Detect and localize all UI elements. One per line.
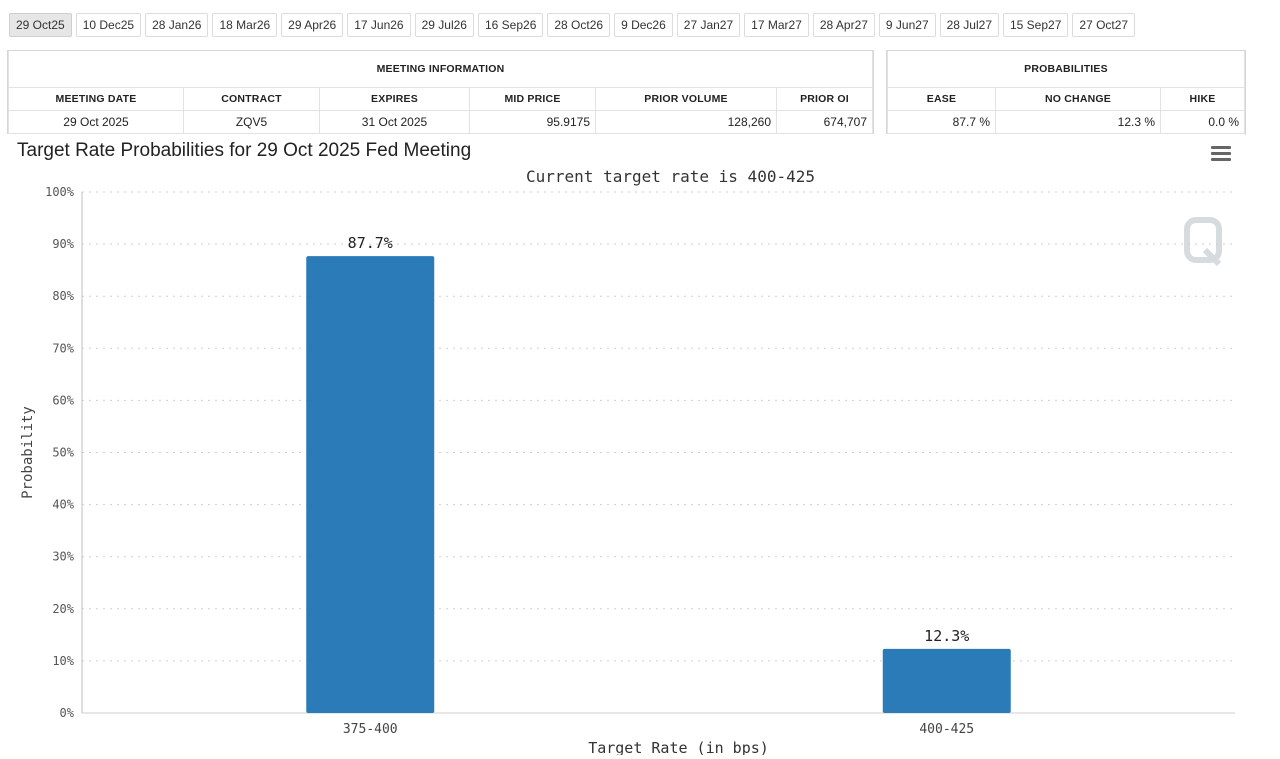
date-tab[interactable]: 28 Oct26 — [547, 13, 611, 37]
meeting-information-panel: MEETING INFORMATION MEETING DATE CONTRAC… — [7, 50, 874, 135]
contract-header: CONTRACT — [183, 87, 320, 111]
data-label: 87.7% — [348, 234, 393, 252]
x-axis-title: Target Rate (in bps) — [588, 739, 769, 755]
ease-value: 87.7 % — [887, 110, 996, 134]
y-tick-label: 80% — [52, 289, 74, 303]
date-tab[interactable]: 9 Dec26 — [614, 13, 673, 37]
prior-volume-header: PRIOR VOLUME — [595, 87, 777, 111]
expires-value: 31 Oct 2025 — [319, 110, 470, 134]
date-tab[interactable]: 10 Dec25 — [75, 13, 142, 37]
probabilities-panel: PROBABILITIES EASE NO CHANGE HIKE 87.7 %… — [886, 50, 1246, 135]
no-change-value: 12.3 % — [995, 110, 1161, 134]
hike-header: HIKE — [1160, 87, 1245, 111]
prior-oi-header: PRIOR OI — [776, 87, 873, 111]
y-axis-title: Probability — [20, 406, 36, 499]
meeting-date-header: MEETING DATE — [8, 87, 184, 111]
meeting-date-value: 29 Oct 2025 — [8, 110, 184, 134]
date-tab[interactable]: 28 Jan26 — [145, 13, 209, 37]
data-label: 12.3% — [924, 627, 969, 645]
chart-title: Target Rate Probabilities for 29 Oct 202… — [17, 140, 472, 161]
chart-subtitle: Current target rate is 400-425 — [526, 167, 815, 186]
date-tab[interactable]: 27 Oct27 — [1072, 13, 1136, 37]
y-tick-label: 100% — [45, 185, 75, 199]
q-logo-icon — [1184, 217, 1222, 267]
date-tab[interactable]: 28 Apr27 — [812, 13, 875, 37]
date-tab[interactable]: 27 Jan27 — [676, 13, 741, 37]
date-tab[interactable]: 18 Mar26 — [212, 13, 278, 37]
y-tick-label: 70% — [52, 341, 74, 355]
y-tick-label: 50% — [52, 446, 74, 460]
hike-value: 0.0 % — [1160, 110, 1245, 134]
mid-price-value: 95.9175 — [469, 110, 596, 134]
bar — [306, 256, 435, 713]
meeting-date-tabs: 29 Oct25 10 Dec25 28 Jan26 18 Mar26 29 Apr26… — [9, 13, 1136, 37]
date-tab[interactable]: 28 Jul27 — [939, 13, 999, 37]
date-tab[interactable]: 15 Sep27 — [1003, 13, 1069, 37]
date-tab[interactable]: 29 Oct25 — [9, 13, 72, 37]
meeting-information-title: MEETING INFORMATION — [8, 51, 873, 88]
contract-value: ZQV5 — [183, 110, 320, 134]
date-tab[interactable]: 9 Jun27 — [878, 13, 936, 37]
prior-oi-value: 674,707 — [776, 110, 873, 134]
y-tick-label: 60% — [52, 393, 74, 407]
x-tick-label: 400-425 — [919, 722, 974, 737]
probabilities-title: PROBABILITIES — [887, 51, 1245, 88]
date-tab[interactable]: 17 Mar27 — [744, 13, 809, 37]
no-change-header: NO CHANGE — [995, 87, 1161, 111]
x-tick-label: 375-400 — [343, 722, 398, 737]
y-tick-label: 40% — [52, 498, 74, 512]
y-tick-label: 10% — [52, 654, 74, 668]
date-tab[interactable]: 29 Apr26 — [281, 13, 344, 37]
date-tab[interactable]: 16 Sep26 — [477, 13, 544, 37]
date-tab[interactable]: 29 Jul26 — [414, 13, 474, 37]
ease-header: EASE — [887, 87, 996, 111]
probability-chart: Current target rate is 400-425 0% 10% 20% 30… — [20, 167, 1235, 755]
y-tick-label: 0% — [60, 706, 75, 720]
date-tab[interactable]: 17 Jun26 — [347, 13, 411, 37]
prior-volume-value: 128,260 — [595, 110, 777, 134]
chart-panel: Current target rate is 400-425 0% 10% 20% 30… — [7, 134, 1245, 759]
mid-price-header: MID PRICE — [469, 87, 596, 111]
bar — [882, 648, 1011, 713]
hamburger-menu-icon[interactable] — [1211, 146, 1231, 164]
expires-header: EXPIRES — [319, 87, 470, 111]
y-tick-label: 20% — [52, 602, 74, 616]
y-tick-label: 90% — [52, 237, 74, 251]
y-tick-label: 30% — [52, 550, 74, 564]
